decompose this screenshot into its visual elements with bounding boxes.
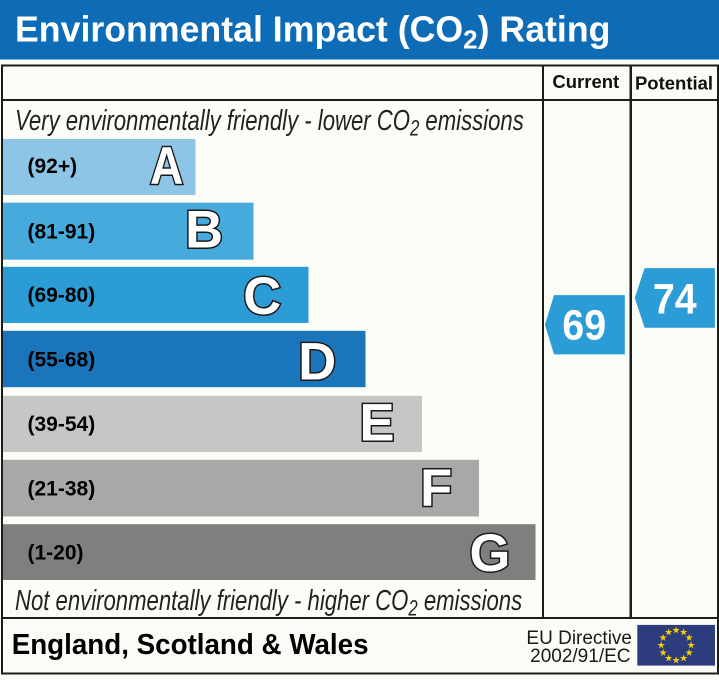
svg-text:C: C <box>243 267 281 326</box>
svg-text:D: D <box>298 333 336 392</box>
svg-text:E: E <box>359 394 394 453</box>
svg-text:(39-54): (39-54) <box>28 413 96 436</box>
svg-text:Very environmentally friendly: Very environmentally friendly - lower CO… <box>15 105 524 141</box>
svg-text:F: F <box>420 459 452 518</box>
svg-text:(1-20): (1-20) <box>28 541 84 564</box>
svg-text:(92+): (92+) <box>28 155 78 178</box>
svg-text:69: 69 <box>562 301 606 349</box>
svg-text:(81-91): (81-91) <box>28 221 96 244</box>
svg-text:Current: Current <box>552 71 619 92</box>
svg-text:England, Scotland & Wales: England, Scotland & Wales <box>12 628 369 661</box>
svg-text:74: 74 <box>653 275 697 323</box>
svg-text:(21-38): (21-38) <box>28 478 96 501</box>
svg-text:(69-80): (69-80) <box>28 284 96 307</box>
svg-text:B: B <box>185 201 223 260</box>
svg-text:Environmental Impact (CO2) Rat: Environmental Impact (CO2) Rating <box>15 9 610 54</box>
svg-text:2002/91/EC: 2002/91/EC <box>530 646 630 667</box>
svg-text:A: A <box>150 137 183 195</box>
svg-text:EU Directive: EU Directive <box>526 628 632 649</box>
svg-text:G: G <box>469 524 510 583</box>
svg-text:Potential: Potential <box>635 72 713 93</box>
svg-text:Not environmentally friendly -: Not environmentally friendly - higher CO… <box>15 585 522 621</box>
svg-text:(55-68): (55-68) <box>28 348 96 371</box>
